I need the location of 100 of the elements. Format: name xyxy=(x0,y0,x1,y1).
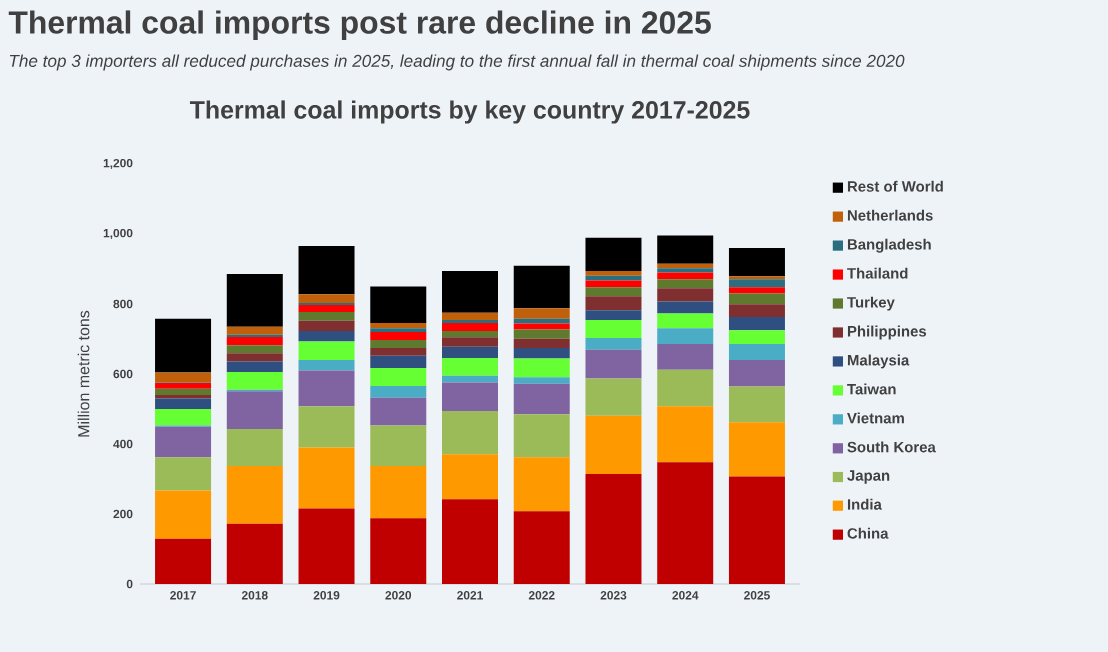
bar xyxy=(442,499,498,584)
bar xyxy=(155,372,212,383)
bar xyxy=(728,247,785,277)
bar xyxy=(155,490,212,539)
bar xyxy=(370,340,427,349)
bar xyxy=(298,294,355,303)
bar xyxy=(370,355,427,369)
bar xyxy=(585,280,642,288)
bar xyxy=(226,466,283,524)
bar xyxy=(155,398,212,409)
bar xyxy=(226,345,283,354)
bar xyxy=(442,322,498,331)
bar xyxy=(728,343,785,360)
bar xyxy=(513,323,570,330)
bar xyxy=(513,329,570,339)
bar xyxy=(370,397,427,426)
bar xyxy=(513,383,570,415)
bar xyxy=(657,369,714,407)
bar xyxy=(370,368,427,386)
bar xyxy=(226,353,283,362)
bar xyxy=(585,287,642,297)
bar xyxy=(442,382,498,412)
bar xyxy=(728,304,785,317)
bar xyxy=(585,320,642,338)
bar xyxy=(298,330,355,342)
bar xyxy=(370,322,427,329)
bar xyxy=(298,370,355,407)
bar xyxy=(728,422,785,477)
bar xyxy=(155,538,212,584)
bar xyxy=(585,415,642,475)
bar xyxy=(298,320,355,331)
bar xyxy=(442,454,498,500)
bar xyxy=(298,312,355,321)
bar xyxy=(657,328,714,344)
bar xyxy=(513,348,570,359)
bar xyxy=(370,348,427,356)
bar xyxy=(728,386,785,423)
bar xyxy=(728,279,785,288)
bar xyxy=(226,326,283,335)
bar xyxy=(728,287,785,294)
bar xyxy=(442,330,498,338)
bar xyxy=(657,288,714,302)
bar xyxy=(657,235,714,264)
bar xyxy=(585,337,642,350)
bar xyxy=(298,406,355,448)
bar xyxy=(657,301,714,314)
bar xyxy=(657,313,714,329)
bar xyxy=(585,378,642,416)
bar xyxy=(155,383,212,389)
bar xyxy=(226,523,283,584)
bar xyxy=(513,308,570,319)
bar xyxy=(585,237,642,272)
bar xyxy=(226,371,283,390)
bar xyxy=(442,271,498,313)
bar xyxy=(728,330,785,344)
bar xyxy=(442,337,498,347)
bar xyxy=(155,426,212,458)
bar xyxy=(585,310,642,321)
bar xyxy=(657,279,714,289)
bar xyxy=(155,457,212,491)
bar xyxy=(370,466,427,519)
bar xyxy=(155,409,212,426)
bar xyxy=(657,462,714,584)
bar xyxy=(370,518,427,584)
bar xyxy=(728,360,785,387)
bar xyxy=(657,343,714,370)
chart-title: Thermal coal imports post rare decline in 2025 xyxy=(8,10,711,41)
bar xyxy=(585,349,642,379)
bar xyxy=(226,361,283,372)
bar xyxy=(513,377,570,384)
bar xyxy=(298,447,355,509)
bar xyxy=(226,428,283,467)
bar xyxy=(442,375,498,383)
bar xyxy=(585,275,642,281)
bar xyxy=(155,318,212,373)
bar xyxy=(370,385,427,398)
bar xyxy=(513,511,570,584)
bar xyxy=(442,312,498,321)
text: Thermal coal imports by key country 2017-2025 xyxy=(189,100,750,124)
bar xyxy=(298,360,355,371)
bar xyxy=(226,273,283,327)
bar xyxy=(155,388,212,395)
bar xyxy=(442,346,498,358)
bar xyxy=(442,357,498,376)
bar xyxy=(657,406,714,463)
bar xyxy=(513,358,570,378)
bar xyxy=(442,411,498,455)
bar xyxy=(226,391,283,429)
bar xyxy=(728,476,785,584)
bar xyxy=(513,457,570,512)
bar xyxy=(226,336,283,346)
bar xyxy=(513,338,570,349)
bar xyxy=(513,318,570,324)
bar xyxy=(298,305,355,313)
chart-subtitle: The top 3 importers all reduced purchases in 2025, leading to the first annual fall in thermal coal shipments since 2020 xyxy=(9,54,905,71)
bar xyxy=(513,414,570,458)
bar xyxy=(298,508,355,584)
bar xyxy=(728,316,785,331)
bar xyxy=(298,245,355,295)
bar xyxy=(298,341,355,360)
